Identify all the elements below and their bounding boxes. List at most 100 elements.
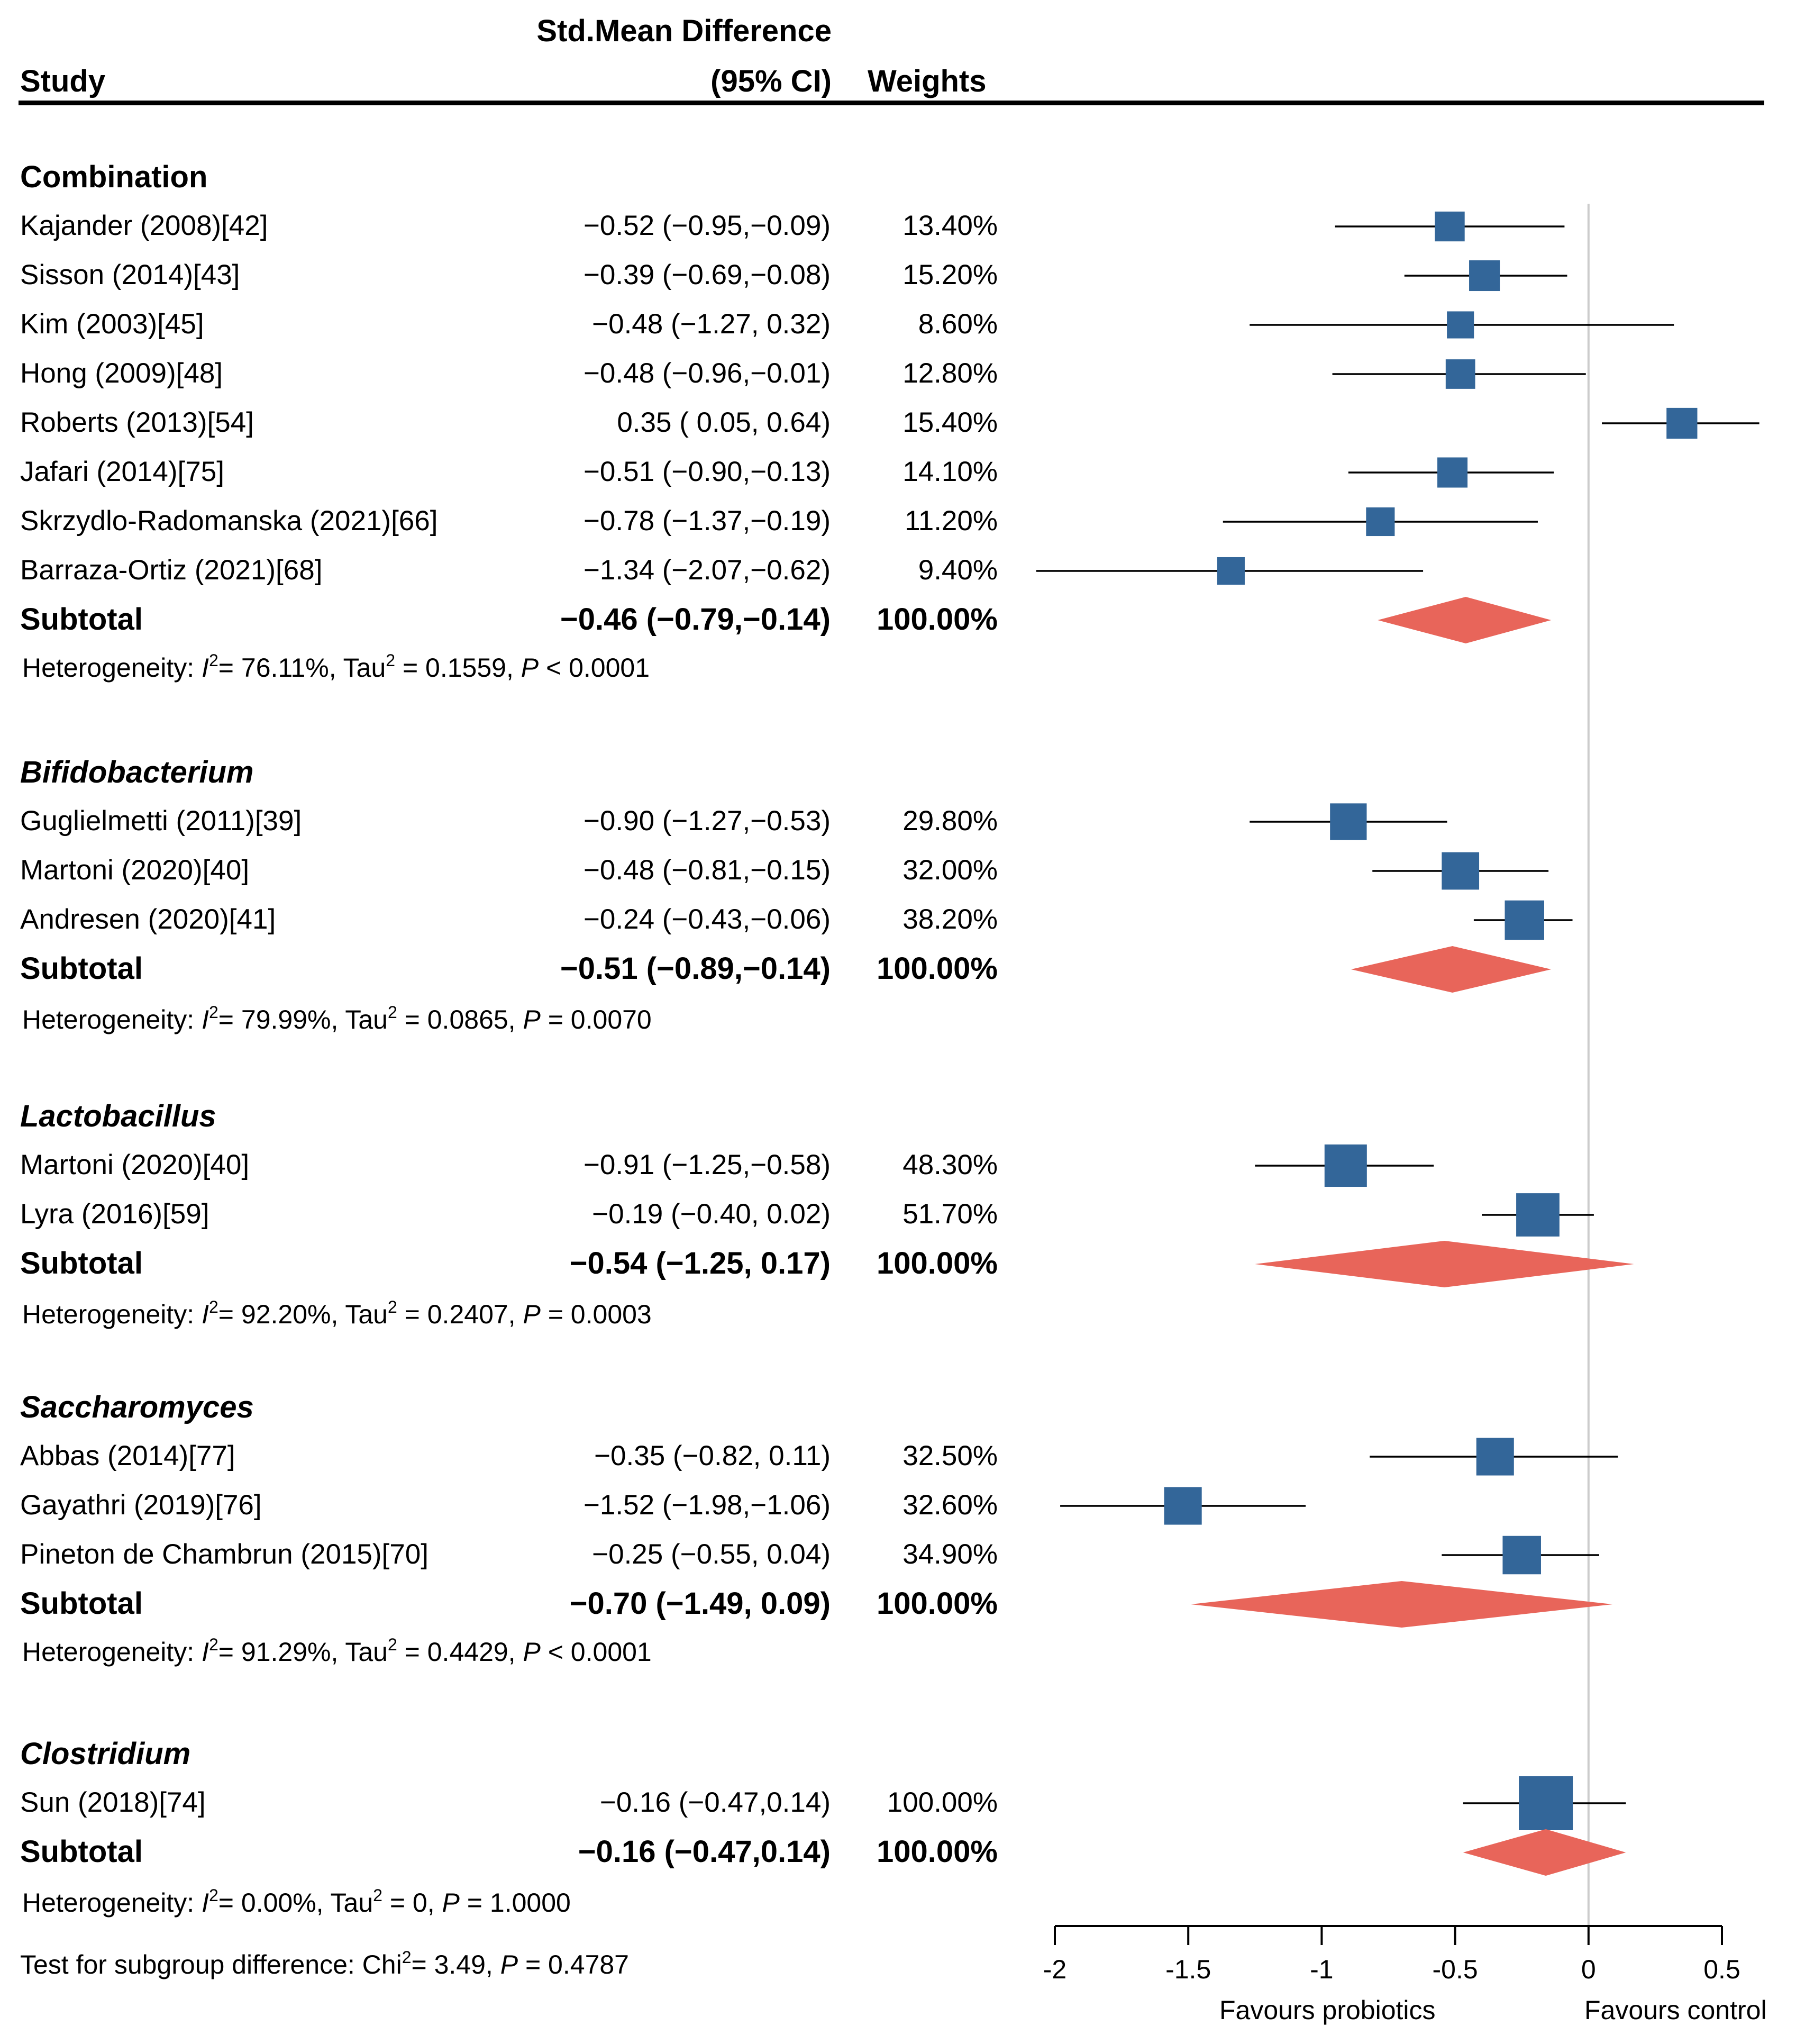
- heterogeneity-part: = 0.0865,: [397, 1005, 523, 1034]
- subgroup-test-part: Test for subgroup difference: Chi: [20, 1950, 402, 1979]
- study-label: Lyra (2016)[59]: [20, 1198, 209, 1230]
- group-title: Clostridium: [20, 1737, 191, 1771]
- study-square: [1324, 1144, 1367, 1187]
- heterogeneity-part: = 0.2407,: [397, 1300, 523, 1329]
- study-label: Jafari (2014)[75]: [20, 456, 224, 487]
- x-tick-label: -1.5: [1165, 1955, 1211, 1984]
- heterogeneity-part: < 0.0001: [539, 653, 650, 683]
- header-study: Study: [20, 64, 106, 98]
- study-square: [1437, 457, 1468, 488]
- heterogeneity-text: Heterogeneity: I2= 0.00%, Tau2 = 0, P = …: [22, 1886, 571, 1918]
- subtotal-diamond: [1378, 597, 1552, 643]
- x-tick-label: -2: [1043, 1955, 1067, 1984]
- subtotal-ci: −0.46 (−0.79,−0.14): [560, 602, 831, 637]
- study-weight: 32.50%: [902, 1440, 998, 1471]
- header-ci: (95% CI): [710, 64, 832, 98]
- header-rule: [19, 101, 1764, 105]
- subtotal-label: Subtotal: [20, 1586, 143, 1621]
- heterogeneity-part: = 91.29%, Tau: [218, 1637, 388, 1667]
- study-square: [1330, 803, 1367, 840]
- study-ci: −0.19 (−0.40, 0.02): [592, 1198, 831, 1230]
- group-title: Combination: [20, 160, 208, 194]
- study-weight: 100.00%: [887, 1787, 998, 1818]
- study-weight: 51.70%: [902, 1198, 998, 1230]
- subtotal-weight: 100.00%: [877, 1246, 998, 1280]
- study-weight: 38.20%: [902, 904, 998, 935]
- study-ci: −0.24 (−0.43,−0.06): [583, 904, 831, 935]
- subtotal-label: Subtotal: [20, 951, 143, 986]
- subgroup-test-part: P: [500, 1950, 518, 1979]
- subtotal-diamond: [1463, 1829, 1626, 1876]
- study-square: [1217, 557, 1245, 585]
- x-tick-label: 0: [1581, 1955, 1596, 1984]
- subtotal-weight: 100.00%: [877, 1834, 998, 1869]
- heterogeneity-part: = 76.11%, Tau: [218, 653, 386, 683]
- subtotal-diamond: [1191, 1581, 1613, 1628]
- subgroup-test-text: Test for subgroup difference: Chi2= 3.49…: [20, 1948, 629, 1979]
- study-weight: 13.40%: [902, 210, 998, 241]
- study-square: [1476, 1438, 1514, 1476]
- heterogeneity-part: = 1.0000: [459, 1888, 571, 1918]
- heterogeneity-part: I: [202, 1888, 209, 1918]
- study-label: Gayathri (2019)[76]: [20, 1489, 262, 1521]
- study-weight: 48.30%: [902, 1149, 998, 1180]
- study-weight: 32.00%: [902, 855, 998, 886]
- study-weight: 15.20%: [902, 259, 998, 290]
- x-tick-label: 0.5: [1703, 1955, 1740, 1984]
- subgroup-test-part: = 3.49,: [411, 1950, 500, 1979]
- study-square: [1666, 407, 1698, 439]
- subtotal-diamond: [1351, 946, 1552, 993]
- study-label: Sisson (2014)[43]: [20, 259, 240, 290]
- subtotal-label: Subtotal: [20, 1834, 143, 1869]
- subtotal-diamond: [1255, 1241, 1634, 1287]
- study-weight: 32.60%: [902, 1489, 998, 1521]
- study-label: Barraza-Ortiz (2021)[68]: [20, 555, 323, 586]
- heterogeneity-part: I: [202, 653, 209, 683]
- study-ci: 0.35 ( 0.05, 0.64): [617, 407, 831, 438]
- heterogeneity-part: = 0.1559,: [395, 653, 521, 683]
- study-ci: −0.48 (−0.96,−0.01): [583, 358, 831, 389]
- study-ci: −1.52 (−1.98,−1.06): [583, 1489, 831, 1521]
- study-square: [1447, 311, 1474, 339]
- study-label: Skrzydlo-Radomanska (2021)[66]: [20, 505, 438, 537]
- study-label: Kim (2003)[45]: [20, 308, 204, 340]
- heterogeneity-part: I: [202, 1300, 209, 1329]
- x-tick-label: -0.5: [1432, 1955, 1478, 1984]
- study-weight: 29.80%: [902, 805, 998, 837]
- study-weight: 34.90%: [902, 1539, 998, 1570]
- study-label: Abbas (2014)[77]: [20, 1440, 235, 1471]
- heterogeneity-part: = 0.0003: [540, 1300, 652, 1329]
- study-weight: 8.60%: [918, 308, 998, 340]
- study-square: [1516, 1193, 1560, 1237]
- heterogeneity-part: P: [523, 1300, 541, 1329]
- study-square: [1519, 1776, 1573, 1830]
- group-title: Saccharomyces: [20, 1390, 254, 1424]
- study-ci: −0.51 (−0.90,−0.13): [583, 456, 831, 487]
- study-weight: 9.40%: [918, 555, 998, 586]
- heterogeneity-part: P: [442, 1888, 460, 1918]
- study-ci: −0.91 (−1.25,−0.58): [583, 1149, 831, 1180]
- study-label: Kajander (2008)[42]: [20, 210, 268, 241]
- study-ci: −1.34 (−2.07,−0.62): [583, 555, 831, 586]
- study-ci: −0.39 (−0.69,−0.08): [583, 259, 831, 290]
- subtotal-weight: 100.00%: [877, 602, 998, 637]
- heterogeneity-part: P: [523, 1005, 541, 1034]
- study-label: Martoni (2020)[40]: [20, 855, 250, 886]
- header-smd: Std.Mean Difference: [536, 14, 832, 48]
- study-weight: 12.80%: [902, 358, 998, 389]
- study-square: [1435, 211, 1465, 242]
- study-weight: 14.10%: [902, 456, 998, 487]
- study-square: [1366, 507, 1395, 537]
- heterogeneity-part: Heterogeneity:: [22, 653, 202, 683]
- study-label: Roberts (2013)[54]: [20, 407, 254, 438]
- subtotal-ci: −0.54 (−1.25, 0.17): [569, 1246, 831, 1280]
- study-weight: 11.20%: [905, 505, 998, 537]
- group-title: Lactobacillus: [20, 1099, 216, 1133]
- subtotal-ci: −0.16 (−0.47,0.14): [578, 1834, 831, 1869]
- subtotal-ci: −0.51 (−0.89,−0.14): [560, 951, 831, 986]
- header-weights: Weights: [868, 64, 987, 98]
- heterogeneity-part: = 0,: [382, 1888, 442, 1918]
- study-label: Martoni (2020)[40]: [20, 1149, 250, 1180]
- subgroup-test-part: = 0.4787: [518, 1950, 629, 1979]
